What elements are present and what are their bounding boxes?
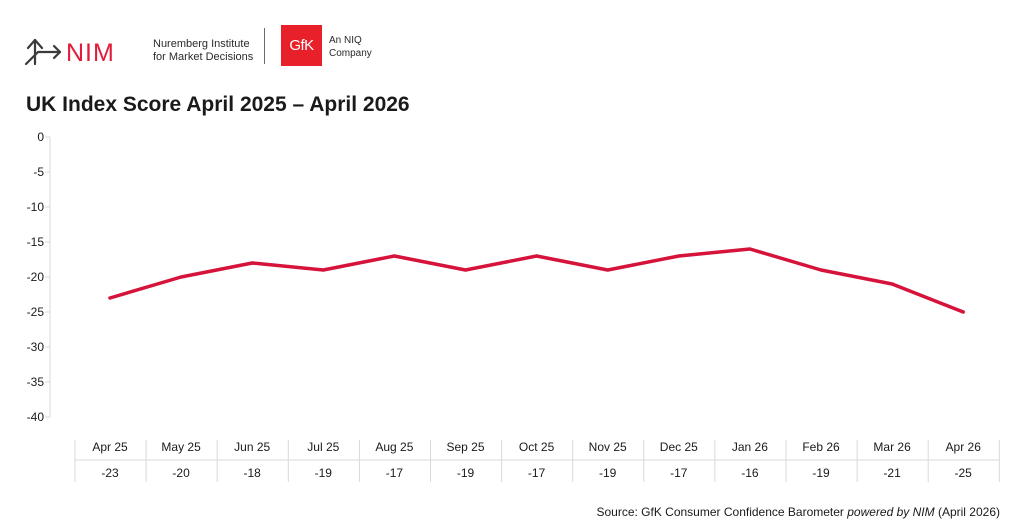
y-tick-label: -30 <box>27 340 45 354</box>
data-point <box>819 268 823 272</box>
y-axis: 0 -5 -10 -15 -20 -25 -30 -35 -40 <box>27 130 51 424</box>
logo-divider <box>264 28 265 64</box>
y-tick-label: -35 <box>27 375 45 389</box>
data-table-value: -18 <box>244 466 262 480</box>
y-tick-label: -10 <box>27 200 45 214</box>
data-point <box>606 268 610 272</box>
source-powered-by: powered by NIM <box>847 505 935 519</box>
data-point <box>179 275 183 279</box>
arrow-split-icon <box>24 38 62 66</box>
nim-wordmark: NIM <box>66 39 115 67</box>
data-table-values: -23 -20 -18 -19 -17 -19 -17 -19 -17 -16 -19 -21 -25 <box>101 466 972 480</box>
x-tick-label: Apr 26 <box>946 440 982 454</box>
data-point <box>535 254 539 258</box>
data-table-value: -23 <box>101 466 119 480</box>
y-tick-label: -20 <box>27 270 45 284</box>
data-point <box>890 282 894 286</box>
x-tick-label: Jan 26 <box>732 440 768 454</box>
source-suffix: (April 2026) <box>934 505 1000 519</box>
data-table-value: -20 <box>172 466 190 480</box>
data-table-value: -19 <box>599 466 617 480</box>
data-point <box>463 268 468 272</box>
data-table-value: -17 <box>670 466 688 480</box>
data-table-value: -19 <box>457 466 475 480</box>
nim-institute-name: Nuremberg Institute for Market Decisions <box>153 38 253 64</box>
nim-name-line1: Nuremberg Institute <box>153 38 250 50</box>
data-table-value: -17 <box>386 466 404 480</box>
data-table-value: -25 <box>955 466 973 480</box>
y-tick-label: -25 <box>27 305 45 319</box>
x-tick-label: Jul 25 <box>307 440 339 454</box>
nim-name-line2: for Market Decisions <box>153 51 254 63</box>
x-tick-label: Apr 25 <box>92 440 128 454</box>
data-table-value: -17 <box>528 466 546 480</box>
gfk-tagline-line2: Company <box>329 48 372 59</box>
y-tick-label: -5 <box>33 165 44 179</box>
data-point <box>392 254 396 258</box>
data-table-value: -19 <box>315 466 333 480</box>
data-point <box>250 261 254 265</box>
data-table-grid <box>74 440 1000 482</box>
y-tick-label: -40 <box>27 410 45 424</box>
data-table-value: -16 <box>741 466 759 480</box>
data-point <box>748 247 752 251</box>
x-tick-label: Nov 25 <box>589 440 627 454</box>
x-tick-label: Oct 25 <box>519 440 555 454</box>
source-note: Source: GfK Consumer Confidence Baromete… <box>596 505 1000 519</box>
data-table-value: -21 <box>883 466 901 480</box>
series-line <box>108 247 965 314</box>
header: NIM Nuremberg Institute for Market Decis… <box>0 0 1024 80</box>
x-tick-label: Mar 26 <box>873 440 911 454</box>
data-table-value: -19 <box>812 466 830 480</box>
x-tick-label: Feb 26 <box>802 440 840 454</box>
data-point <box>108 296 112 300</box>
gfk-tagline-line1: An NIQ <box>329 35 362 46</box>
x-tick-label: Dec 25 <box>660 440 698 454</box>
x-tick-label: Sep 25 <box>446 440 484 454</box>
data-point <box>321 268 325 272</box>
data-point <box>677 254 681 258</box>
gfk-tagline: An NIQ Company <box>329 34 372 60</box>
x-axis-labels: Apr 25 May 25 Jun 25 Jul 25 Aug 25 Sep 25 Oct … <box>92 440 981 454</box>
x-tick-label: May 25 <box>161 440 201 454</box>
y-tick-label: -15 <box>27 235 45 249</box>
nim-logo: NIM <box>24 38 115 67</box>
chart-title: UK Index Score April 2025 – April 2026 <box>26 93 410 116</box>
series-line-group <box>108 247 965 314</box>
source-prefix: Source: GfK Consumer Confidence Baromete… <box>596 505 848 519</box>
y-tick-label: 0 <box>37 130 44 144</box>
data-point <box>961 310 965 314</box>
x-tick-label: Jun 25 <box>234 440 270 454</box>
x-tick-label: Aug 25 <box>375 440 413 454</box>
gfk-logo: GfK <box>281 25 322 66</box>
